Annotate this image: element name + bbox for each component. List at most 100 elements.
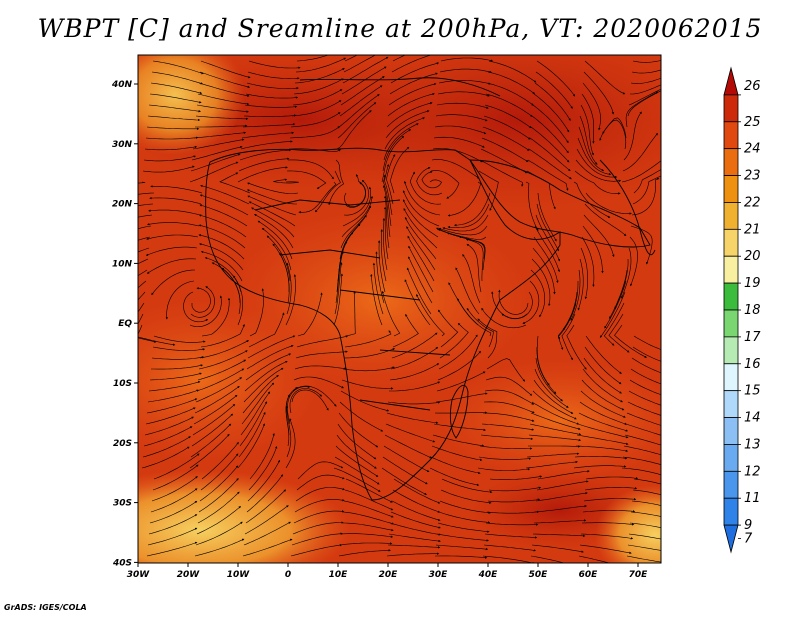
streamline bbox=[580, 533, 634, 540]
streamline bbox=[152, 346, 206, 351]
streamline bbox=[585, 476, 639, 480]
streamline bbox=[344, 55, 358, 62]
streamline bbox=[583, 357, 622, 394]
streamline bbox=[339, 85, 383, 117]
streamline bbox=[584, 487, 638, 491]
streamline bbox=[488, 60, 537, 83]
streamline bbox=[198, 234, 245, 260]
streamline bbox=[247, 182, 299, 194]
streamline bbox=[242, 374, 279, 414]
streamline bbox=[580, 104, 594, 156]
streamline bbox=[237, 166, 288, 183]
streamline bbox=[197, 491, 240, 524]
streamline bbox=[196, 506, 242, 535]
colorbar-swatch bbox=[723, 202, 739, 230]
streamline bbox=[392, 313, 419, 348]
streamline bbox=[528, 445, 581, 448]
lat-tick-label: 10S bbox=[113, 379, 132, 389]
colorbar-label: 14 bbox=[744, 411, 761, 426]
streamline bbox=[579, 544, 632, 554]
streamline bbox=[138, 291, 146, 301]
streamline bbox=[532, 533, 586, 538]
streamline bbox=[146, 234, 199, 240]
streamline bbox=[484, 389, 535, 405]
streamline bbox=[138, 192, 155, 195]
streamline bbox=[138, 247, 150, 253]
streamline bbox=[138, 269, 148, 277]
colorbar-label: 21 bbox=[744, 222, 761, 237]
streamline bbox=[609, 269, 628, 319]
streamline bbox=[628, 390, 661, 406]
streamline bbox=[146, 398, 198, 414]
streamline bbox=[623, 445, 661, 456]
streamline bbox=[632, 175, 661, 205]
streamline bbox=[297, 461, 344, 480]
colorbar-swatch bbox=[723, 497, 739, 526]
streamline bbox=[147, 222, 200, 227]
streamline bbox=[627, 90, 661, 117]
streamlines bbox=[138, 55, 661, 563]
streamline bbox=[288, 148, 341, 152]
streamline bbox=[190, 153, 241, 172]
streamline bbox=[150, 185, 203, 194]
streamline bbox=[389, 381, 441, 392]
streamline bbox=[626, 412, 661, 426]
streamline bbox=[192, 138, 245, 150]
streamline bbox=[484, 104, 532, 129]
lat-tick-label: 10N bbox=[112, 259, 133, 269]
streamline bbox=[343, 55, 376, 73]
colorbar-swatch bbox=[723, 363, 739, 392]
streamline bbox=[530, 126, 570, 163]
streamline bbox=[465, 238, 484, 282]
streamline bbox=[454, 192, 491, 227]
streamline bbox=[390, 346, 439, 370]
streamline bbox=[403, 208, 438, 249]
streamline bbox=[404, 180, 441, 216]
streamline bbox=[246, 189, 298, 205]
streamline bbox=[291, 532, 343, 546]
colorbar-swatch bbox=[723, 336, 739, 365]
streamline bbox=[383, 123, 419, 161]
streamline bbox=[342, 522, 394, 532]
streamline bbox=[480, 434, 534, 441]
streamline bbox=[147, 115, 201, 122]
streamline bbox=[388, 83, 437, 106]
colorbar-swatch bbox=[723, 282, 739, 311]
colorbar-label: 16 bbox=[744, 357, 761, 372]
streamline bbox=[575, 159, 622, 183]
streamline bbox=[144, 145, 198, 151]
streamline bbox=[421, 170, 443, 189]
streamline bbox=[436, 371, 486, 392]
colorbar-swatch bbox=[723, 390, 739, 418]
streamline bbox=[407, 235, 435, 282]
streamline bbox=[245, 353, 292, 381]
streamline bbox=[582, 510, 636, 513]
streamline bbox=[404, 279, 431, 326]
streamline bbox=[144, 416, 194, 436]
streamline bbox=[432, 148, 483, 163]
streamline bbox=[292, 521, 344, 535]
streamline bbox=[296, 55, 330, 62]
colorbar-label: 12 bbox=[744, 464, 761, 479]
streamline bbox=[488, 486, 542, 492]
streamline bbox=[583, 71, 615, 115]
streamline bbox=[150, 82, 203, 95]
streamline bbox=[406, 267, 432, 315]
streamline bbox=[143, 155, 196, 162]
streamline bbox=[241, 382, 275, 425]
streamline bbox=[441, 478, 493, 494]
streamline bbox=[622, 132, 658, 172]
streamline bbox=[296, 474, 345, 491]
streamline bbox=[527, 159, 569, 191]
streamline bbox=[198, 82, 250, 97]
streamline bbox=[344, 489, 394, 511]
streamline bbox=[440, 57, 493, 62]
streamline bbox=[431, 159, 480, 179]
streamline bbox=[193, 131, 247, 139]
streamline bbox=[189, 161, 239, 183]
streamline bbox=[389, 522, 441, 536]
streamline bbox=[338, 94, 380, 128]
streamline bbox=[149, 372, 202, 381]
streamline bbox=[435, 544, 489, 551]
streamline bbox=[582, 368, 623, 403]
